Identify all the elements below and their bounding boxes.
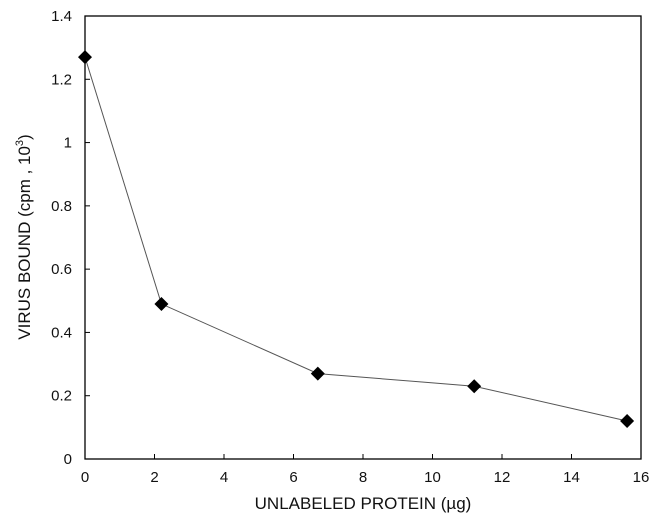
x-tick-label: 0 [81, 469, 89, 486]
x-axis-ticks: 0 2 4 6 8 10 12 14 16 [81, 454, 650, 486]
x-tick-label: 8 [359, 469, 367, 486]
plot-frame [84, 15, 642, 460]
y-tick-label: 0.2 [51, 388, 72, 405]
x-axis-title: UNLABELED PROTEIN (µg) [255, 494, 472, 513]
y-axis-title: VIRUS BOUND (cpm , 103) [14, 134, 34, 339]
x-tick-label: 6 [289, 469, 297, 486]
data-point-marker [154, 296, 169, 311]
y-axis-title-superscript: 3 [14, 140, 26, 146]
x-tick-label: 12 [494, 469, 511, 486]
data-point-marker [78, 50, 92, 65]
y-axis-title-close: ) [15, 134, 34, 140]
data-point-marker [620, 414, 635, 429]
y-tick-label: 0.6 [51, 261, 72, 278]
y-tick-label: 0.4 [51, 324, 72, 341]
y-tick-label: 1.4 [51, 8, 72, 25]
x-tick-label: 2 [150, 469, 158, 486]
y-axis-title-main: VIRUS BOUND (cpm , 10 [15, 146, 34, 340]
data-point-marker [310, 366, 325, 381]
data-point-marker [467, 379, 482, 394]
x-tick-label: 16 [633, 469, 650, 486]
x-tick-label: 10 [424, 469, 441, 486]
y-tick-label: 1.2 [51, 71, 72, 88]
series-layer [78, 50, 635, 429]
y-tick-label: 1 [64, 135, 72, 152]
y-tick-label: 0 [64, 451, 72, 468]
x-tick-label: 4 [220, 469, 228, 486]
series-line [84, 56, 628, 422]
y-tick-label: 0.8 [51, 198, 72, 215]
y-axis-ticks: 0 0.2 0.4 0.6 0.8 1 1.2 1.4 [51, 8, 90, 468]
x-tick-label: 14 [563, 469, 580, 486]
